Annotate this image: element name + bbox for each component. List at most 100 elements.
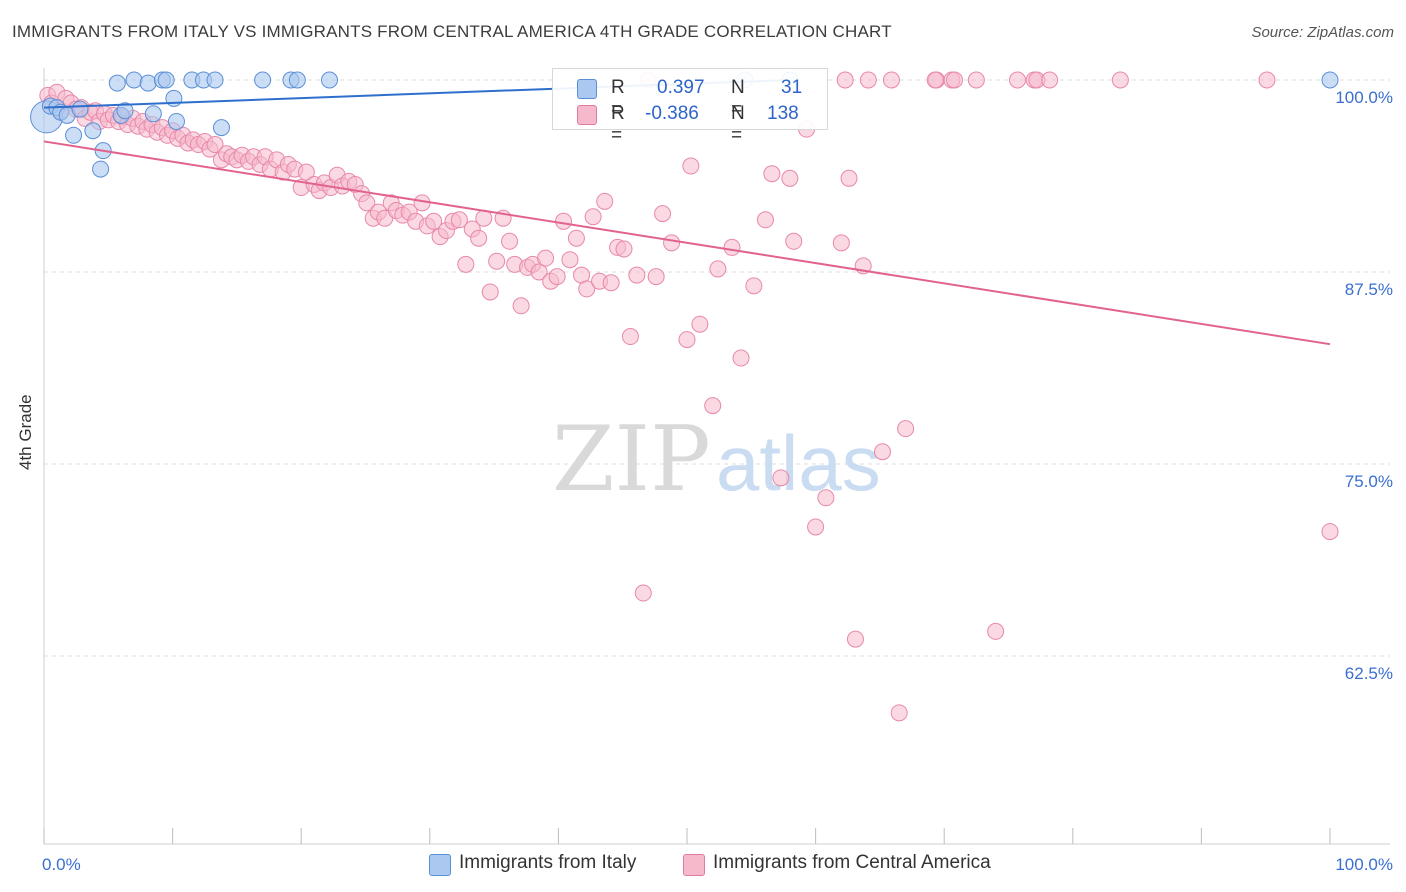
chart-title: IMMIGRANTS FROM ITALY VS IMMIGRANTS FROM…: [12, 22, 892, 41]
data-point-central-america: [481, 283, 499, 301]
data-point-italy: [157, 71, 175, 89]
y-tick-label: 75.0%: [1345, 472, 1393, 491]
bottom-legend-label-central-america: Immigrants from Central America: [713, 852, 991, 873]
data-point-central-america: [832, 234, 850, 252]
data-point-italy: [212, 119, 230, 137]
data-point-central-america: [578, 280, 596, 298]
data-point-italy: [65, 126, 83, 144]
data-point-central-america: [807, 518, 825, 536]
legend-swatch-italy: [577, 79, 597, 99]
data-point-central-america: [763, 165, 781, 183]
data-point-central-america: [663, 234, 681, 252]
data-point-central-america: [634, 584, 652, 602]
source-label: Source: ZipAtlas.com: [1251, 24, 1394, 41]
data-point-central-america: [537, 249, 555, 267]
data-point-central-america: [781, 169, 799, 187]
bottom-legend-swatch-italy: [429, 854, 451, 876]
data-point-central-america: [654, 205, 672, 223]
data-point-central-america: [501, 232, 519, 250]
data-point-italy: [167, 112, 185, 130]
data-point-central-america: [756, 211, 774, 229]
data-point-central-america: [836, 71, 854, 89]
data-point-central-america: [450, 211, 468, 229]
data-point-italy: [71, 100, 89, 118]
data-point-central-america: [512, 297, 530, 315]
x-tick-label: 0.0%: [42, 855, 81, 874]
data-point-italy: [108, 74, 126, 92]
legend-n-value-central-america: 138: [767, 103, 799, 124]
data-point-central-america: [846, 630, 864, 648]
data-point-italy: [84, 122, 102, 140]
data-point-central-america: [745, 277, 763, 295]
data-point-central-america: [859, 71, 877, 89]
data-point-central-america: [732, 349, 750, 367]
data-point-central-america: [206, 136, 224, 154]
data-point-italy: [139, 74, 157, 92]
x-tick-label: 100.0%: [1335, 855, 1393, 874]
watermark-zip: ZIP: [552, 407, 711, 512]
data-point-italy: [144, 105, 162, 123]
data-point-central-america: [897, 420, 915, 438]
data-point-central-america: [596, 192, 614, 210]
data-point-central-america: [709, 260, 727, 278]
data-point-central-america: [945, 71, 963, 89]
data-point-italy: [288, 71, 306, 89]
watermark-atlas: atlas: [716, 419, 881, 507]
data-point-central-america: [561, 251, 579, 269]
legend-r-label: R =: [611, 77, 625, 120]
data-point-central-america: [691, 315, 709, 333]
data-point-central-america: [425, 212, 443, 230]
y-tick-label: 87.5%: [1345, 280, 1393, 299]
data-point-central-america: [682, 157, 700, 175]
data-point-central-america: [567, 229, 585, 247]
data-point-central-america: [1041, 71, 1059, 89]
data-point-central-america: [723, 238, 741, 256]
legend-r-label: R =: [611, 103, 625, 146]
data-point-italy: [206, 71, 224, 89]
trend-line-central-america: [43, 140, 1331, 346]
data-point-central-america: [628, 266, 646, 284]
legend-n-label: N =: [731, 77, 745, 120]
data-point-central-america: [873, 443, 891, 461]
data-point-central-america: [1111, 71, 1129, 89]
data-point-italy: [320, 71, 338, 89]
data-point-central-america: [926, 71, 944, 89]
data-point-central-america: [555, 212, 573, 230]
watermark: ZIP atlas: [552, 407, 881, 512]
data-point-central-america: [530, 263, 548, 281]
data-point-central-america: [488, 252, 506, 270]
data-point-central-america: [584, 208, 602, 226]
data-point-central-america: [647, 268, 665, 286]
legend-r-value-central-america: -0.386: [645, 103, 699, 124]
data-point-central-america: [987, 622, 1005, 640]
data-point-italy: [254, 71, 272, 89]
y-tick-label: 100.0%: [1335, 88, 1393, 107]
data-point-italy: [1321, 71, 1339, 89]
data-point-central-america: [840, 169, 858, 187]
legend-n-label: N =: [731, 103, 745, 146]
data-point-central-america: [615, 240, 633, 258]
tick-labels: 100.0% 87.5% 75.0% 62.5% 0.0% 100.0%: [42, 88, 1393, 874]
data-point-central-america: [1009, 71, 1027, 89]
data-point-central-america: [548, 268, 566, 286]
y-tick-label: 62.5%: [1345, 664, 1393, 683]
data-point-central-america: [890, 704, 908, 722]
data-point-central-america: [457, 255, 475, 273]
data-point-central-america: [882, 71, 900, 89]
data-point-italy: [116, 102, 134, 120]
data-point-central-america: [621, 328, 639, 346]
data-point-central-america: [967, 71, 985, 89]
data-point-central-america: [704, 397, 722, 415]
data-point-italy: [125, 71, 143, 89]
data-point-central-america: [678, 331, 696, 349]
data-point-central-america: [772, 469, 790, 487]
legend-r-value-italy: 0.397: [657, 77, 705, 98]
data-point-central-america: [1258, 71, 1276, 89]
data-point-italy: [92, 160, 110, 178]
correlation-legend: R = 0.397 N = 31 R = -0.386 N = 138: [552, 68, 828, 146]
data-point-central-america: [602, 274, 620, 292]
central-america-points: [39, 71, 1339, 722]
legend-n-value-italy: 31: [781, 77, 803, 98]
bottom-legend-swatch-central-america: [683, 854, 705, 876]
